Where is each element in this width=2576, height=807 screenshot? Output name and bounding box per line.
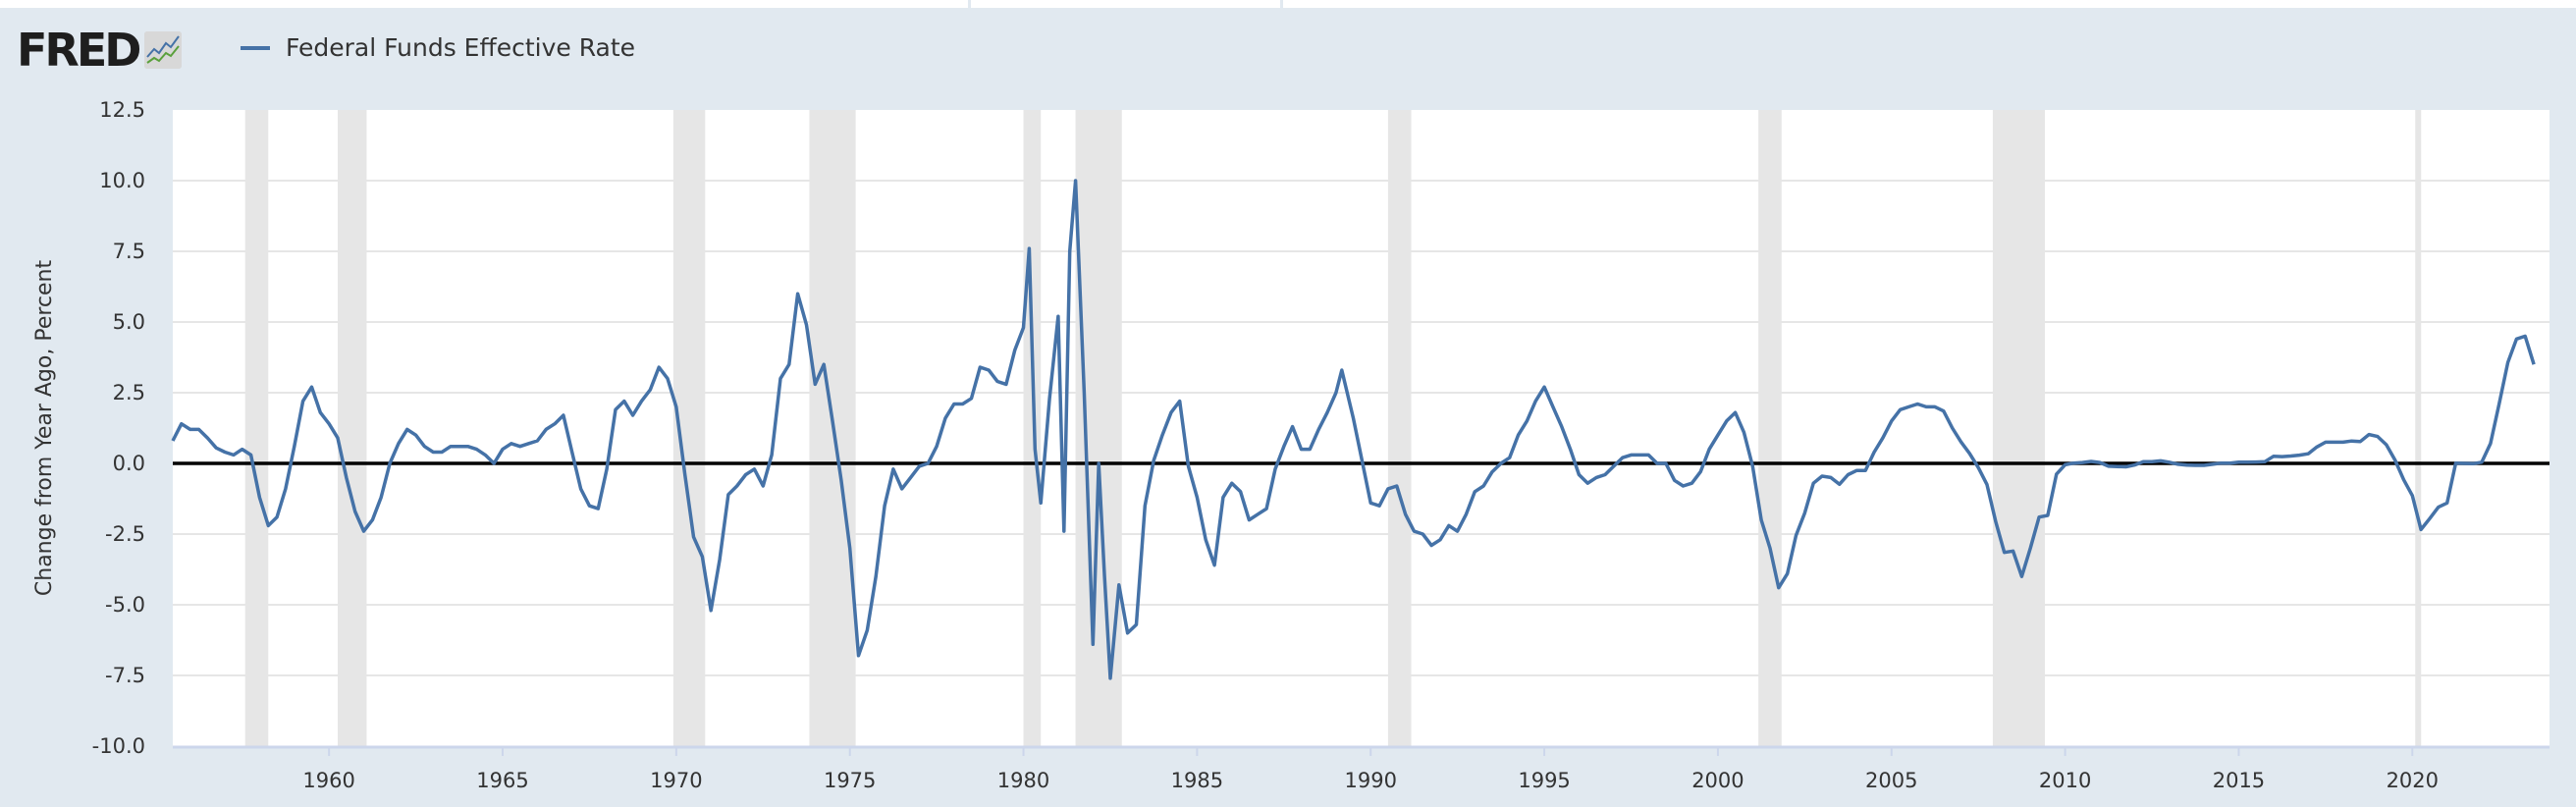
recession-band [244, 110, 269, 746]
legend-label: Federal Funds Effective Rate [286, 33, 636, 62]
y-tick-label: 5.0 [113, 310, 145, 334]
recession-band [1075, 110, 1122, 746]
x-tick-label: 2000 [1691, 769, 1744, 792]
y-tick-label: -5.0 [105, 593, 145, 617]
x-tick-label: 1990 [1344, 769, 1396, 792]
y-tick-label: -7.5 [105, 664, 145, 687]
y-tick-label: 7.5 [113, 240, 145, 263]
y-tick-label: 10.0 [99, 169, 145, 192]
divider [968, 0, 971, 8]
x-tick-label: 1980 [997, 769, 1049, 792]
top-strip [0, 0, 2576, 8]
recession-band [1992, 110, 2045, 746]
x-tick-label: 1995 [1518, 769, 1570, 792]
x-tick-label: 2010 [2039, 769, 2091, 792]
recession-band [2415, 110, 2422, 746]
x-tick-label: 1985 [1171, 769, 1223, 792]
y-tick-label: -2.5 [105, 522, 145, 546]
x-tick-label: 2020 [2387, 769, 2439, 792]
legend-swatch [241, 45, 270, 50]
y-tick-label: 2.5 [113, 381, 145, 404]
recession-band [1758, 110, 1782, 746]
fred-logo-text: FRED [17, 24, 141, 77]
recession-band [338, 110, 367, 746]
fred-logo[interactable]: FRED [17, 24, 183, 77]
x-tick-label: 2005 [1865, 769, 1917, 792]
x-tick-label: 2015 [2213, 769, 2265, 792]
recession-band [1023, 110, 1042, 746]
divider [1280, 0, 1283, 8]
x-tick-label: 1975 [824, 769, 876, 792]
legend: Federal Funds Effective Rate [241, 33, 635, 62]
chart-logo-icon [144, 31, 183, 69]
x-tick-label: 1965 [476, 769, 528, 792]
plot-area [173, 110, 2549, 746]
recession-band [1387, 110, 1412, 746]
y-tick-label: 0.0 [113, 452, 145, 475]
y-axis-title: Change from Year Ago, Percent [32, 260, 57, 597]
x-tick-label: 1970 [650, 769, 702, 792]
series-line [171, 179, 2536, 680]
y-tick-label: 12.5 [99, 98, 145, 122]
y-tick-label: -10.0 [92, 734, 145, 758]
x-tick-label: 1960 [302, 769, 354, 792]
